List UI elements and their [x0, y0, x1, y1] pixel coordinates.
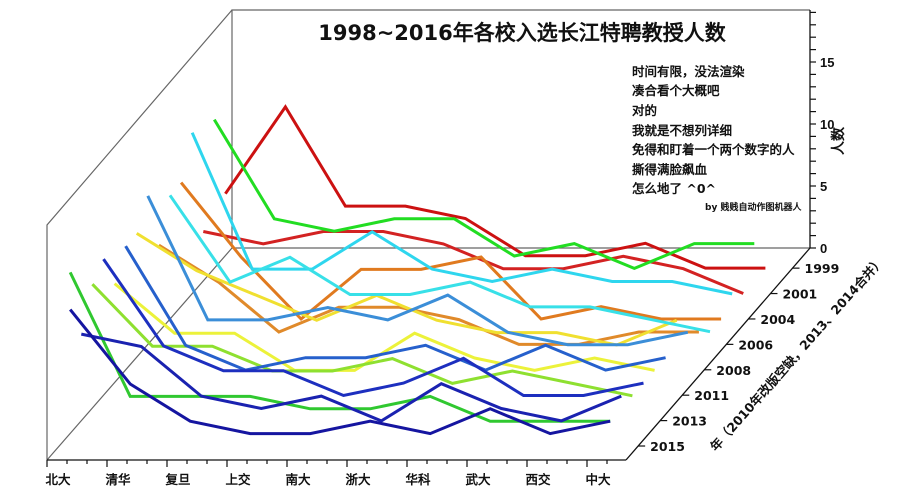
depth-tick-label: 2004	[760, 312, 795, 327]
depth-tick-label: 2015	[650, 439, 685, 454]
series-line-2006b	[146, 195, 689, 347]
series-line-2006	[158, 243, 699, 346]
series-line-2008	[135, 232, 678, 347]
series-line-2001b	[190, 132, 733, 296]
left-floor-diagonal	[46, 247, 233, 461]
series-line-2015b	[69, 308, 611, 436]
x-tick-label: 北大	[45, 472, 71, 487]
z-tick-label: 5	[820, 179, 827, 194]
series-line-1999	[224, 104, 766, 270]
annotation-line: 怎么地了 ^0^	[632, 181, 716, 196]
z-axis-ticks	[810, 11, 816, 249]
x-tick-label: 复旦	[164, 472, 190, 487]
x-tick-label: 浙大	[345, 472, 371, 487]
annotation-line: 凑合看个大概吧	[632, 83, 720, 98]
chart-title: 1998~2016年各校入选长江特聘教授人数	[318, 21, 726, 45]
x-tick-label: 中大	[585, 472, 611, 487]
series-line-2008b	[124, 245, 666, 372]
x-tick-label: 上交	[225, 472, 251, 487]
plot-frame	[46, 9, 810, 461]
series-line-2011	[113, 282, 655, 372]
z-axis-title: 人数	[830, 126, 847, 155]
depth-axis-ticks	[638, 267, 800, 447]
series-layer	[68, 104, 766, 436]
depth-tick-label: 2006	[738, 337, 773, 352]
z-axis: 0 5 10 15 人数	[809, 10, 847, 256]
series-line-2013b	[80, 332, 622, 423]
z-axis-labels: 0 5 10 15	[820, 55, 834, 256]
series-line-1999b	[213, 118, 755, 271]
z-tick-label: 15	[820, 55, 834, 70]
x-axis-ticks	[46, 460, 608, 467]
depth-tick-label: 2013	[672, 414, 707, 429]
depth-axis-line	[625, 247, 811, 461]
z-tick-label: 0	[820, 241, 827, 256]
annotation-line: 撕得满脸飙血	[632, 162, 708, 177]
series-line-2004b	[168, 194, 711, 334]
x-tick-label: 清华	[105, 472, 131, 487]
depth-tick-label: 1999	[805, 261, 840, 276]
depth-tick-label: 2011	[694, 388, 729, 403]
depth-tick-label: 2008	[716, 363, 751, 378]
x-axis-labels: 北大 清华 复旦 上交 南大 浙大 华科 武大 西交 中大	[45, 472, 611, 487]
series-line-2013	[91, 283, 633, 398]
depth-tick-label: 2001	[782, 287, 817, 302]
annotation-line: 对的	[632, 103, 657, 118]
x-tick-label: 西交	[525, 472, 551, 487]
x-tick-label: 南大	[285, 472, 311, 487]
x-tick-label: 华科	[405, 472, 431, 487]
series-line-2011b	[102, 258, 644, 398]
left-wall-frame	[46, 9, 233, 460]
annotation-line: 免得和盯着一个两个数字的人	[632, 142, 795, 157]
depth-axis-labels: 1999 2001 2004 2006 2008 2011 2013 2015	[650, 261, 839, 454]
annotation-box: 时间有限，没法渲染 凑合看个大概吧 对的 我就是不想列详细 免得和盯着一个两个数…	[632, 64, 802, 213]
depth-axis-title: 年（2010年改版空缺，2013、2014合并）	[707, 254, 887, 454]
series-line-2004	[179, 181, 722, 322]
annotation-credit: by 贱贱自动作图机器人	[705, 201, 802, 213]
x-tick-label: 武大	[465, 472, 491, 487]
y-depth-axis: 1999 2001 2004 2006 2008 2011 2013 2015 年（2010年…	[625, 247, 887, 461]
x-axis: 北大 清华 复旦 上交 南大 浙大 华科 武大 西交 中大	[45, 459, 626, 487]
z-tick-label: 10	[820, 117, 834, 132]
series-line-2001	[202, 230, 744, 295]
annotation-line: 时间有限，没法渲染	[632, 64, 745, 79]
annotation-line: 我就是不想列详细	[632, 123, 732, 138]
